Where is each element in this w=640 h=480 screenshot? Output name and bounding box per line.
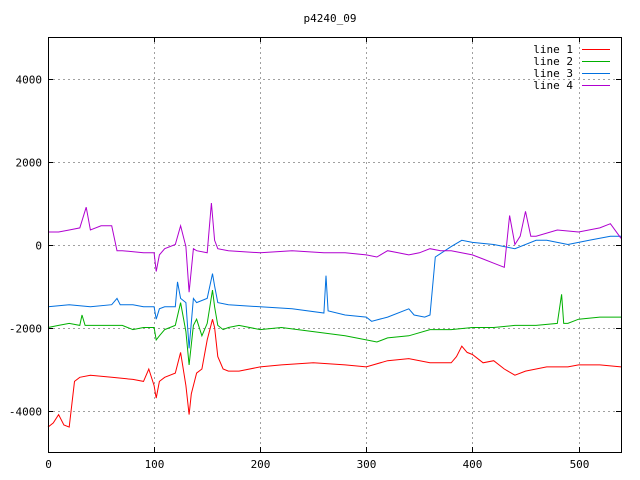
y-tick-label: 0 <box>35 240 42 253</box>
legend-label-3: line 3 <box>533 67 573 80</box>
grid-layer <box>48 37 621 452</box>
x-tick-label: 300 <box>357 458 377 471</box>
legend-label-2: line 2 <box>533 55 573 68</box>
series-line-3 <box>47 235 621 349</box>
y-tick-label: -2000 <box>9 323 42 336</box>
series-line-1 <box>47 319 622 428</box>
legend-label-1: line 1 <box>533 43 573 56</box>
y-tick-label: 4000 <box>16 74 43 87</box>
chart-title: p4240_09 <box>304 12 357 25</box>
x-tick-label: 500 <box>570 458 590 471</box>
legend-label-4: line 4 <box>533 79 573 92</box>
x-tick-label: 0 <box>45 458 52 471</box>
tick-layer: 0 100 200 300 400 500 -4000 -2000 0 2000 4000 <box>9 37 621 471</box>
x-tick-label: 100 <box>145 458 165 471</box>
series-line-4 <box>48 202 622 293</box>
series-line-2 <box>47 290 621 365</box>
x-tick-label: 400 <box>463 458 483 471</box>
series-layer <box>47 202 622 428</box>
y-tick-label: 2000 <box>16 157 43 170</box>
x-tick-label: 200 <box>251 458 271 471</box>
y-tick-label: -4000 <box>9 406 42 419</box>
